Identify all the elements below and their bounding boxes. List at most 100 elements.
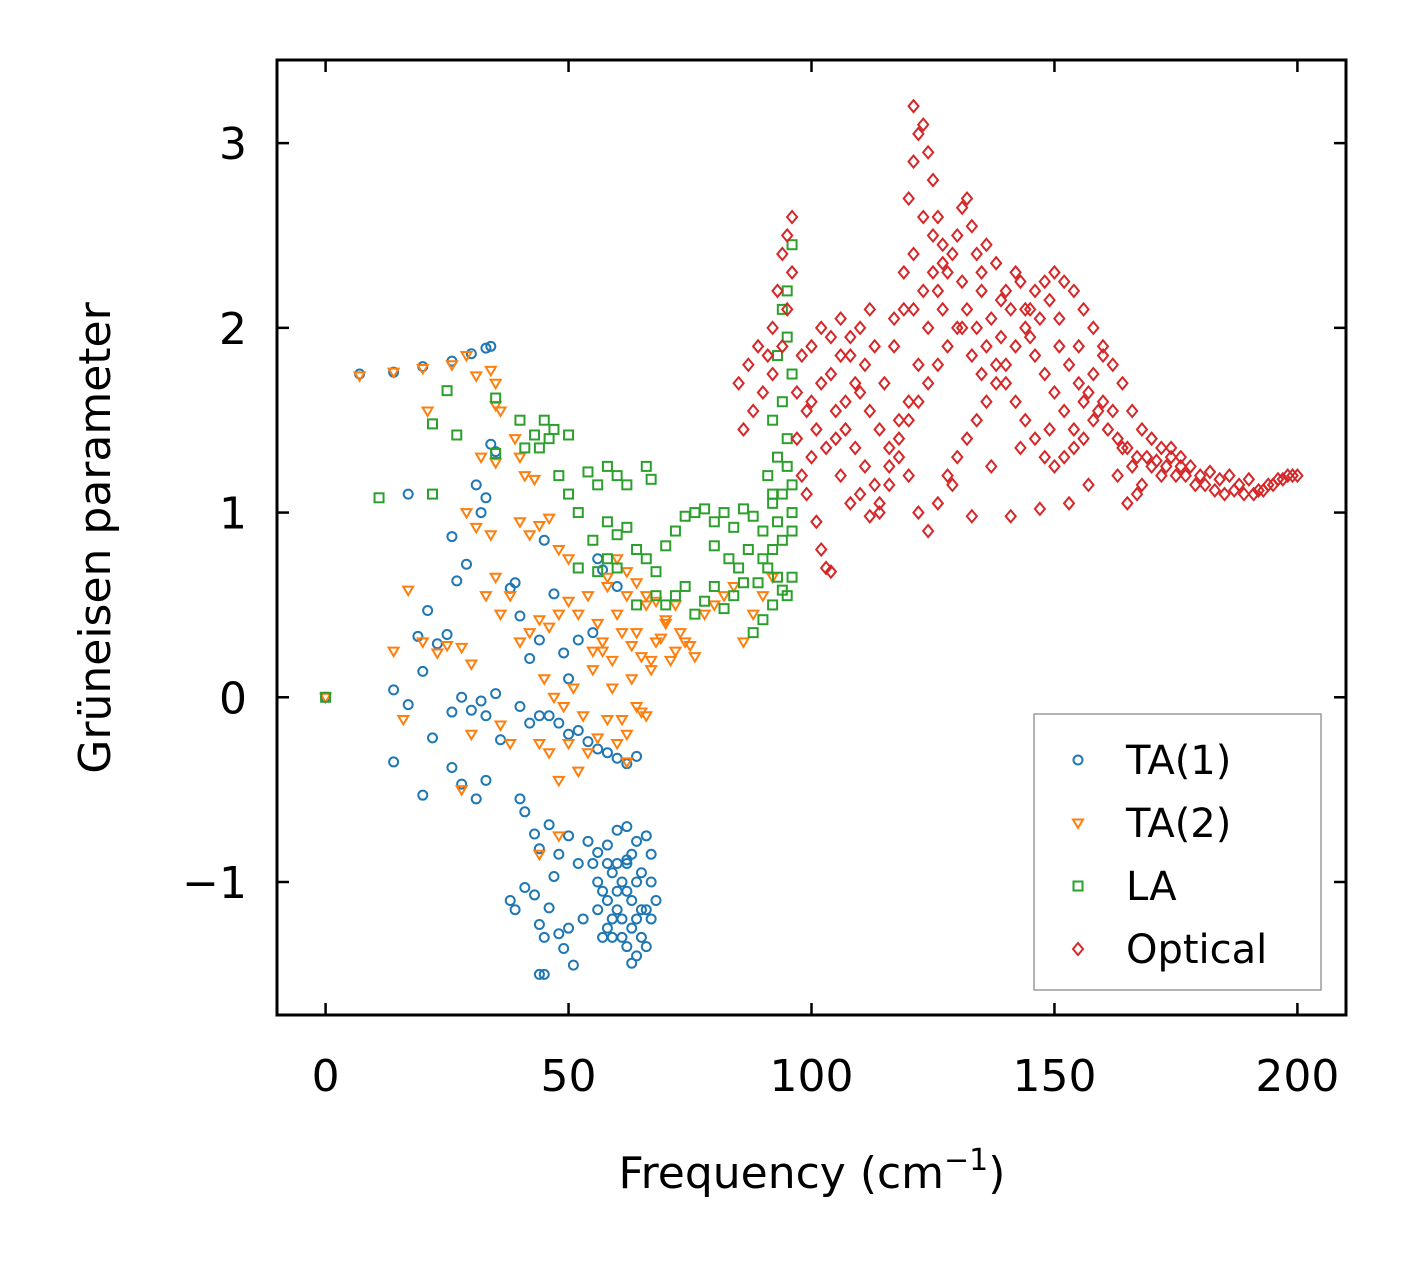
data-point [882, 477, 896, 493]
data-point [635, 867, 647, 879]
data-point [848, 375, 862, 391]
data-point [454, 642, 469, 655]
data-point [965, 218, 979, 234]
data-point [542, 748, 556, 760]
data-point [844, 347, 857, 364]
data-point [810, 421, 823, 438]
data-point [916, 117, 930, 133]
data-point [620, 591, 634, 603]
data-point [800, 403, 813, 419]
data-point [401, 585, 415, 598]
data-point [1018, 412, 1032, 428]
data-point [757, 525, 769, 537]
data-point [1121, 495, 1134, 511]
data-point [600, 572, 615, 585]
data-point [1057, 403, 1071, 419]
data-point [320, 691, 332, 703]
data-point [621, 479, 633, 491]
data-point [590, 618, 605, 631]
data-point [892, 412, 906, 428]
data-point [572, 858, 584, 870]
data-point [941, 338, 954, 354]
data-point [955, 320, 969, 336]
y-axis-label: Grüneisen parameter [70, 301, 121, 773]
data-point [776, 246, 789, 262]
data-point [459, 508, 474, 520]
data-point [848, 440, 862, 456]
data-point [1135, 421, 1149, 438]
data-point [592, 904, 604, 916]
data-point [524, 652, 536, 664]
data-point [660, 540, 672, 552]
data-point [1033, 311, 1047, 327]
data-point [610, 554, 624, 566]
data-point [921, 523, 935, 539]
data-point [538, 931, 550, 943]
data-point [538, 534, 550, 546]
data-point [532, 615, 547, 627]
data-point [621, 821, 633, 833]
data-point [1082, 384, 1095, 401]
data-point [1155, 440, 1168, 456]
data-point [679, 580, 691, 592]
data-point [605, 655, 620, 668]
data-point [873, 495, 886, 511]
data-point [587, 858, 599, 870]
data-point [1174, 449, 1188, 465]
data-point [542, 513, 556, 526]
legend-entry: TA(2) [1071, 801, 1231, 847]
data-point [795, 468, 809, 484]
data-point [556, 702, 571, 714]
data-point [558, 943, 570, 955]
data-point [1135, 477, 1149, 493]
data-point [658, 615, 673, 627]
data-point [388, 684, 400, 696]
data-point [669, 590, 681, 602]
data-point [1121, 440, 1134, 456]
data-point [1053, 338, 1066, 354]
data-point [751, 338, 765, 354]
data-point [989, 375, 1003, 391]
data-point [645, 913, 657, 925]
data-point [576, 711, 590, 723]
data-point [984, 458, 998, 474]
data-point [1038, 274, 1052, 290]
data-point [553, 717, 565, 729]
x-tick-label: 150 [1012, 1051, 1096, 1102]
data-point [795, 347, 809, 364]
data-point [459, 351, 474, 363]
data-point [907, 98, 920, 114]
data-point [762, 470, 774, 482]
data-point [504, 894, 516, 906]
data-point [533, 968, 545, 980]
data-point [388, 756, 400, 768]
data-point [572, 725, 584, 737]
data-point [1174, 458, 1188, 474]
data-point [756, 384, 770, 401]
data-point [441, 628, 453, 640]
data-point [834, 311, 847, 327]
data-point [533, 634, 545, 646]
data-point [586, 646, 600, 659]
data-point [611, 885, 623, 897]
data-point [454, 785, 469, 797]
data-point [757, 614, 769, 626]
data-point [490, 392, 502, 404]
data-point [519, 442, 531, 454]
data-point [897, 264, 911, 280]
data-point [493, 720, 508, 732]
data-point [742, 544, 754, 556]
data-point [561, 596, 576, 609]
data-point [640, 460, 652, 472]
data-point [611, 580, 623, 592]
data-point [469, 371, 483, 383]
data-point [921, 320, 935, 336]
x-tick-label: 0 [312, 1051, 340, 1102]
data-point [650, 566, 662, 578]
data-point [1257, 482, 1270, 498]
data-point [707, 600, 722, 612]
data-point [737, 503, 749, 515]
data-point [912, 126, 925, 142]
data-point [1087, 412, 1100, 428]
